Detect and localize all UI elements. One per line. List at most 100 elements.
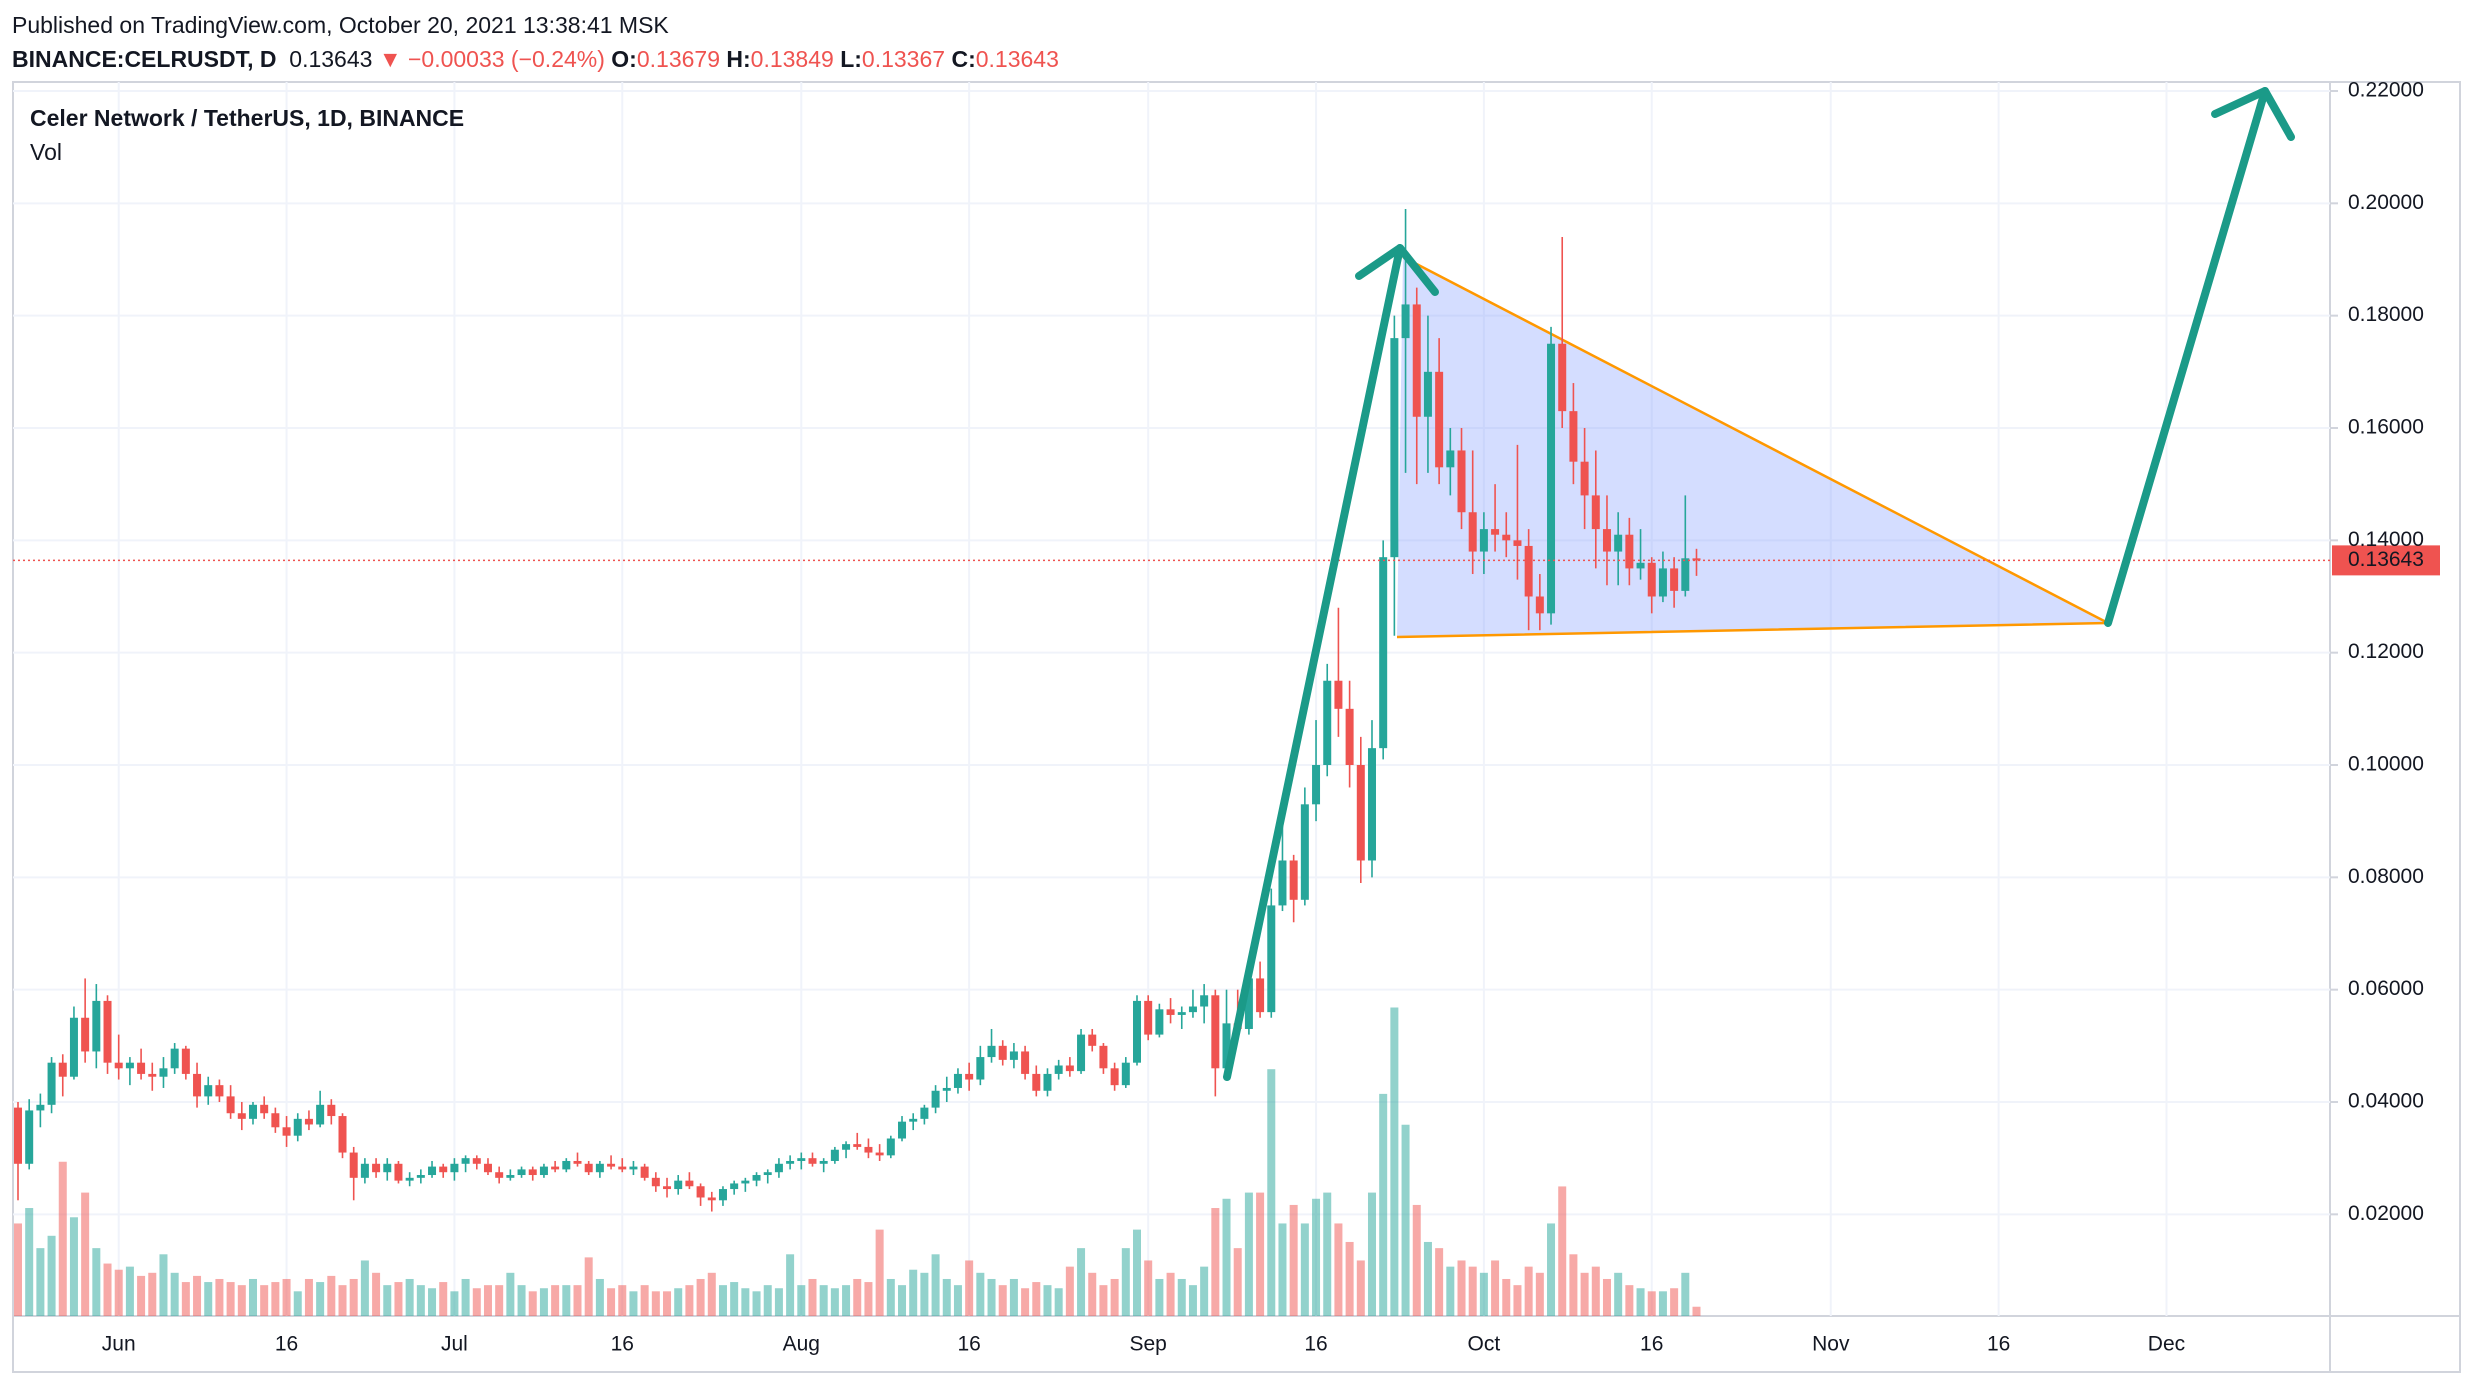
volume-bar xyxy=(1681,1272,1690,1316)
candle-body xyxy=(864,1146,873,1153)
candle-body xyxy=(92,1000,101,1052)
change: −0.00033 (−0.24%) xyxy=(407,46,605,72)
volume-bar xyxy=(304,1278,313,1316)
volume-bar xyxy=(495,1285,504,1316)
candle-body xyxy=(595,1163,604,1173)
candle-body xyxy=(372,1163,381,1173)
y-tick-label: 0.14000 xyxy=(2348,528,2424,551)
candle-body xyxy=(1244,978,1253,1029)
volume-bar xyxy=(595,1278,604,1316)
volume-bar xyxy=(718,1285,727,1316)
volume-bar xyxy=(1535,1272,1544,1316)
volume-bar xyxy=(1211,1208,1220,1316)
candle-body xyxy=(517,1169,526,1176)
x-tick-label: Oct xyxy=(1468,1333,1501,1356)
candle-body xyxy=(383,1163,392,1173)
chart-title: Celer Network / TetherUS, 1D, BINANCE xyxy=(30,105,464,131)
x-tick-label: Dec xyxy=(2148,1333,2185,1356)
candle-body xyxy=(282,1127,291,1136)
candle-body xyxy=(953,1073,962,1088)
candle-body xyxy=(1256,978,1265,1013)
candle-body xyxy=(260,1104,269,1114)
volume-bar xyxy=(842,1285,851,1316)
candle-body xyxy=(69,1017,78,1077)
volume-bar xyxy=(148,1272,157,1316)
candle-body xyxy=(774,1163,783,1173)
volume-bar xyxy=(607,1288,616,1316)
candle-body xyxy=(651,1177,660,1187)
volume-bar xyxy=(651,1291,660,1316)
candle-body xyxy=(181,1048,190,1074)
volume-bar xyxy=(763,1285,772,1316)
volume-bar xyxy=(741,1288,750,1316)
y-tick-label: 0.08000 xyxy=(2348,865,2424,888)
volume-bar xyxy=(1054,1288,1063,1316)
volume-bar xyxy=(394,1282,403,1316)
header: Published on TradingView.com, October 20… xyxy=(12,8,1059,76)
volume-bar xyxy=(1670,1288,1679,1316)
x-tick-label: Aug xyxy=(783,1333,820,1356)
candle-body xyxy=(215,1085,224,1097)
candle-body xyxy=(696,1186,705,1198)
candle-body xyxy=(1468,512,1477,552)
arrow-head xyxy=(2211,87,2269,118)
volume-bar xyxy=(1222,1198,1231,1316)
candle-body xyxy=(170,1048,179,1069)
x-tick-label: 16 xyxy=(957,1333,980,1356)
candle-body xyxy=(1602,529,1611,552)
volume-bar xyxy=(752,1291,761,1316)
candle-body xyxy=(338,1116,347,1153)
volume-bar xyxy=(204,1282,213,1316)
volume-bar xyxy=(1692,1306,1701,1316)
candle-body xyxy=(1547,343,1556,614)
volume-bar xyxy=(1479,1272,1488,1316)
candle-body xyxy=(730,1183,739,1190)
volume-bar xyxy=(517,1285,526,1316)
x-tick-label: Nov xyxy=(1812,1333,1850,1356)
volume-bar xyxy=(1423,1241,1432,1316)
volume-bar xyxy=(181,1282,190,1316)
candle-body xyxy=(1177,1012,1186,1015)
candle-body xyxy=(819,1160,828,1164)
volume-bar xyxy=(618,1285,627,1316)
ohlc-value: 0.13679 xyxy=(636,46,720,72)
volume-bar xyxy=(1155,1278,1164,1316)
symbol: BINANCE:CELRUSDT, D xyxy=(12,46,277,72)
volume-bar xyxy=(293,1291,302,1316)
volume-bar xyxy=(1356,1260,1365,1316)
volume-bar xyxy=(260,1285,269,1316)
candle-body xyxy=(248,1104,257,1119)
ohlc: O:0.13679 H:0.13849 L:0.13367 C:0.13643 xyxy=(611,46,1059,72)
candle-body xyxy=(808,1158,817,1164)
volume-bar xyxy=(1412,1204,1421,1316)
volume-bar xyxy=(1345,1241,1354,1316)
candle-body xyxy=(316,1104,325,1125)
candle-body xyxy=(931,1090,940,1108)
candle-body xyxy=(618,1166,627,1170)
volume-bar xyxy=(1558,1186,1567,1316)
volume-bar xyxy=(1267,1069,1276,1316)
candle-body xyxy=(718,1189,727,1201)
volume-bar xyxy=(886,1278,895,1316)
candle-body xyxy=(898,1121,907,1139)
candle-body xyxy=(551,1166,560,1170)
ohlc-value: 0.13367 xyxy=(861,46,946,72)
candle-body xyxy=(349,1152,358,1178)
volume-bar xyxy=(215,1278,224,1316)
candle-body xyxy=(573,1160,582,1164)
candle-body xyxy=(1535,596,1544,614)
candle-body xyxy=(998,1045,1007,1060)
volume-bar xyxy=(539,1288,548,1316)
volume-bar xyxy=(439,1282,448,1316)
candle-body xyxy=(47,1062,56,1105)
candle-body xyxy=(193,1073,202,1097)
volume-bar xyxy=(36,1248,45,1316)
candle-body xyxy=(1099,1045,1108,1069)
volume-bar xyxy=(1569,1254,1578,1316)
candle-body xyxy=(584,1163,593,1173)
volume-bar xyxy=(1647,1291,1656,1316)
volume-bar xyxy=(909,1269,918,1316)
candle-body xyxy=(1614,534,1623,552)
volume-bar xyxy=(226,1282,235,1316)
candle-body xyxy=(1569,411,1578,462)
